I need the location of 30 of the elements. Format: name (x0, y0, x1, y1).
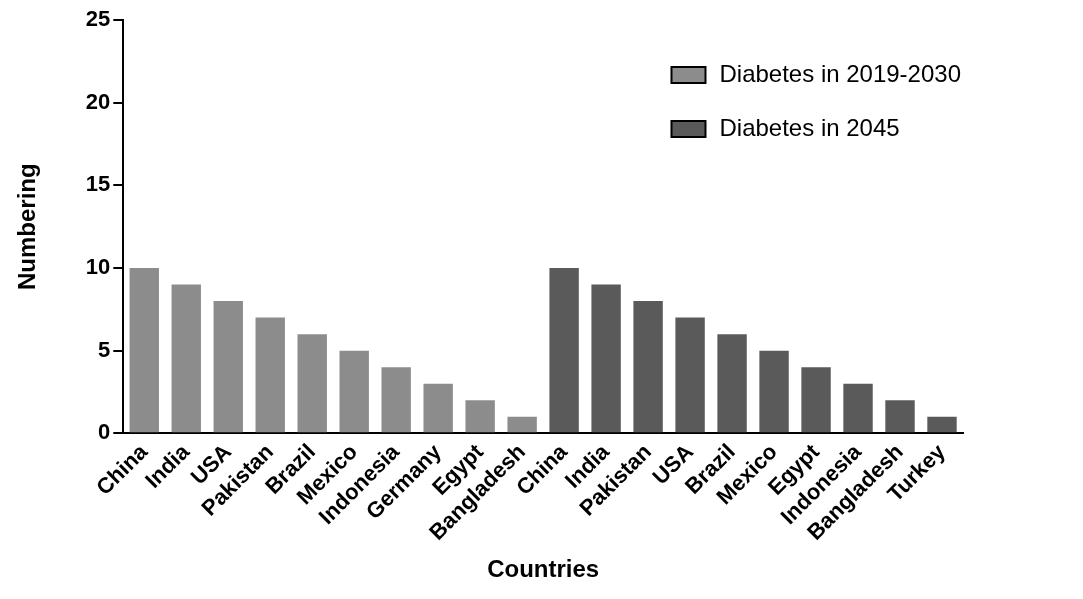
legend-label: Diabetes in 2019-2030 (719, 59, 961, 87)
bar (549, 268, 579, 433)
bar (717, 334, 747, 433)
bar (255, 317, 285, 433)
y-tick-label: 5 (98, 336, 111, 362)
y-tick-label: 10 (85, 254, 111, 280)
bar (843, 383, 873, 433)
bar (129, 268, 159, 433)
bar (507, 416, 537, 433)
bar (297, 334, 327, 433)
bar (465, 400, 495, 433)
y-tick-label: 15 (85, 171, 111, 197)
bar (171, 284, 201, 433)
bar (633, 301, 663, 433)
x-axis-title: Countries (487, 555, 600, 583)
y-tick-label: 0 (98, 419, 111, 445)
bar (801, 367, 831, 433)
y-tick-label: 25 (85, 6, 111, 32)
y-axis-title: Numbering (13, 163, 41, 291)
y-tick-label: 20 (85, 88, 111, 114)
bar (213, 301, 243, 433)
bar (675, 317, 705, 433)
bar (759, 350, 789, 433)
bar (885, 400, 915, 433)
bar (339, 350, 369, 433)
bar (381, 367, 411, 433)
bar (927, 416, 957, 433)
bar (423, 383, 453, 433)
bar (591, 284, 621, 433)
legend-label: Diabetes in 2045 (719, 113, 900, 141)
